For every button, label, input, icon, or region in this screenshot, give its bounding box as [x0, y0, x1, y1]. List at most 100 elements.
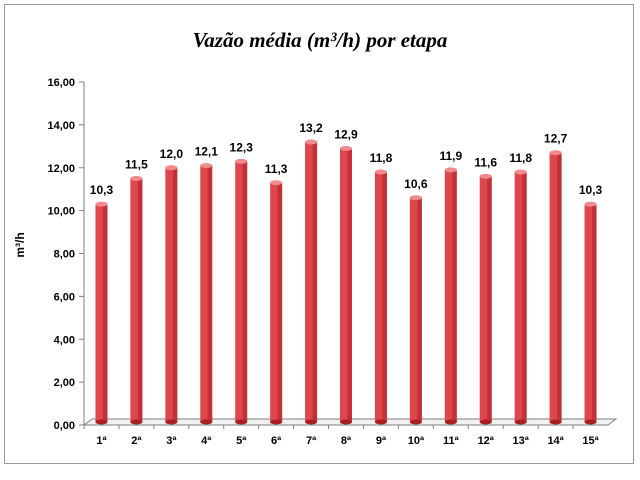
- data-label: 11,5: [125, 157, 148, 171]
- bar-base: [374, 419, 387, 425]
- data-label: 10,3: [90, 183, 114, 197]
- x-tick-label: 3ª: [166, 435, 177, 447]
- bar-5: [235, 158, 248, 425]
- bar-14: [549, 150, 562, 425]
- bar-shade: [452, 169, 457, 422]
- x-tick-label: 7ª: [306, 435, 317, 447]
- data-label: 12,7: [544, 132, 568, 146]
- bar-base: [584, 419, 597, 425]
- data-label: 12,0: [160, 147, 184, 161]
- data-label: 11,3: [265, 162, 288, 176]
- bar-6: [270, 180, 283, 425]
- bar-base: [514, 419, 527, 425]
- bar-base: [409, 419, 422, 425]
- x-tick-label: 14ª: [547, 435, 564, 447]
- x-tick-label: 11ª: [443, 435, 460, 447]
- chart-title: Vazão média (m³/h) por etapa: [192, 28, 448, 52]
- y-tick-label: 2,00: [54, 377, 75, 389]
- bar-base: [165, 419, 178, 425]
- bar-cap: [584, 201, 597, 207]
- x-tick-label: 15ª: [582, 435, 599, 447]
- bar-cap: [305, 139, 318, 145]
- data-label: 10,6: [404, 177, 428, 191]
- x-tick-label: 5ª: [236, 435, 247, 447]
- bar-shade: [557, 152, 562, 422]
- bar-base: [200, 419, 213, 425]
- bar-base: [270, 419, 283, 425]
- bar-shade: [207, 165, 213, 422]
- x-tick-label: 4ª: [201, 435, 212, 447]
- bar-cap: [235, 158, 248, 164]
- data-label: 10,3: [579, 183, 603, 197]
- bar-cap: [165, 165, 178, 171]
- bar-shade: [137, 178, 143, 422]
- bar-base: [130, 419, 143, 425]
- bar-shade: [172, 167, 178, 422]
- bar-cap: [444, 167, 457, 173]
- bar-shade: [487, 176, 492, 422]
- y-tick-label: 10,00: [47, 206, 75, 218]
- x-tick-label: 12ª: [478, 435, 495, 447]
- label-layer: 10,3 1ª 11,5 2ª 12,0 3ª 12,1 4ª 12,3 5ª 11,3 6ª 13,2…: [90, 121, 603, 447]
- y-tick-label: 16,00: [47, 77, 75, 89]
- x-tick-label: 13ª: [513, 435, 530, 447]
- x-tick-label: 6ª: [271, 435, 282, 447]
- bar-shade: [417, 197, 422, 422]
- data-label: 11,8: [370, 151, 393, 165]
- y-tick-label: 4,00: [54, 334, 75, 346]
- bar-cap: [479, 173, 492, 179]
- bar-cap: [374, 169, 387, 175]
- data-label: 12,1: [195, 145, 219, 159]
- bar-cap: [549, 150, 562, 156]
- bar-shade: [102, 204, 108, 422]
- x-tick-label: 2ª: [131, 435, 142, 447]
- bar-base: [479, 419, 492, 425]
- bar-shade: [347, 148, 352, 423]
- bar-shade: [242, 161, 248, 422]
- y-tick-label: 8,00: [54, 249, 75, 261]
- bar-shade: [591, 204, 597, 422]
- bar-1: [95, 201, 108, 425]
- bar-shade: [277, 182, 283, 422]
- data-label: 11,9: [439, 149, 462, 163]
- data-label: 13,2: [299, 121, 323, 135]
- bar-7: [305, 139, 318, 425]
- bar-cap: [340, 145, 352, 151]
- data-label: 12,3: [230, 140, 254, 154]
- y-tick-label: 14,00: [47, 120, 75, 132]
- bar-10: [409, 195, 422, 425]
- y-tick-label: 0,00: [54, 420, 75, 432]
- bar-shade: [522, 172, 527, 422]
- bar-layer: [95, 139, 597, 425]
- x-tick-label: 1ª: [96, 435, 107, 447]
- bar-base: [235, 419, 248, 425]
- bar-base: [549, 419, 562, 425]
- bar-cap: [409, 195, 422, 201]
- bar-cap: [270, 180, 283, 186]
- bar-base: [444, 419, 457, 425]
- bar-base: [340, 419, 352, 425]
- bar-2: [130, 175, 143, 425]
- bar-shade: [312, 142, 318, 422]
- bar-11: [444, 167, 457, 425]
- x-tick-label: 8ª: [341, 435, 352, 447]
- bar-12: [479, 173, 492, 425]
- bar-cap: [514, 169, 527, 175]
- data-label: 11,8: [509, 151, 532, 165]
- bar-cap: [95, 201, 108, 207]
- chart-frame: [4, 4, 634, 464]
- bar-8: [340, 145, 352, 425]
- bar-15: [584, 201, 597, 425]
- bar-base: [305, 419, 318, 425]
- bar-4: [200, 163, 213, 425]
- bar-cap: [130, 175, 143, 181]
- bar-cap: [200, 163, 213, 169]
- bar-13: [514, 169, 527, 425]
- bar-9: [374, 169, 387, 425]
- y-tick-label: 6,00: [54, 291, 75, 303]
- x-tick-label: 10ª: [408, 435, 425, 447]
- data-label: 11,6: [474, 155, 497, 169]
- bar-3: [165, 165, 178, 425]
- y-axis-label: m³/h: [13, 232, 27, 257]
